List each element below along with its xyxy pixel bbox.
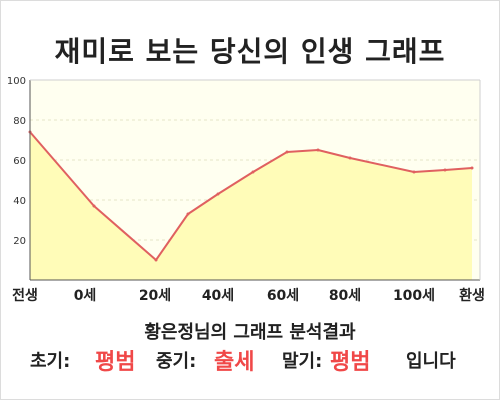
data-point [251,170,255,174]
data-point [470,166,474,170]
middle-label: 중기: [156,351,197,372]
data-point [443,168,447,172]
life-graph-chart: 20 40 60 80 100 전생 0세 20세 40세 60세 80세 100세 환생 [7,76,485,304]
y-tick-label: 40 [13,196,26,207]
data-point [316,148,320,152]
data-points [28,130,474,262]
late-label: 말기: [282,351,323,372]
series-line [29,131,473,261]
early-value: 평범 [95,350,136,375]
x-tick-label: 20세 [139,288,171,304]
data-point [285,150,289,154]
early-label: 초기: [30,351,71,372]
data-point [348,156,352,160]
y-tick-label: 100 [7,76,26,87]
data-point [186,212,190,216]
middle-value: 출세 [214,350,255,375]
data-point [412,170,416,174]
x-tick-label: 80세 [329,288,361,304]
data-point [154,258,158,262]
result-ending: 입니다 [406,351,456,372]
x-tick-labels: 전생 0세 20세 40세 60세 80세 100세 환생 [12,287,485,304]
x-tick-label: 0세 [74,288,97,304]
analysis-subtitle: 황은정님의 그래프 분석결과 [144,322,356,343]
x-tick-label: 전생 [12,287,38,304]
axes [29,79,481,281]
data-point [92,204,96,208]
y-tick-labels: 20 40 60 80 100 [7,76,26,247]
area-fill [30,132,472,280]
y-tick-label: 20 [13,236,26,247]
late-value: 평범 [330,350,371,375]
x-tick-label: 환생 [459,287,485,304]
y-tick-label: 60 [13,156,26,167]
x-tick-label: 100세 [393,288,435,304]
data-point [216,192,220,196]
page-title: 재미로 보는 당신의 인생 그래프 [54,35,446,68]
x-tick-label: 60세 [267,288,299,304]
x-tick-label: 40세 [202,288,234,304]
y-tick-label: 80 [13,116,26,127]
